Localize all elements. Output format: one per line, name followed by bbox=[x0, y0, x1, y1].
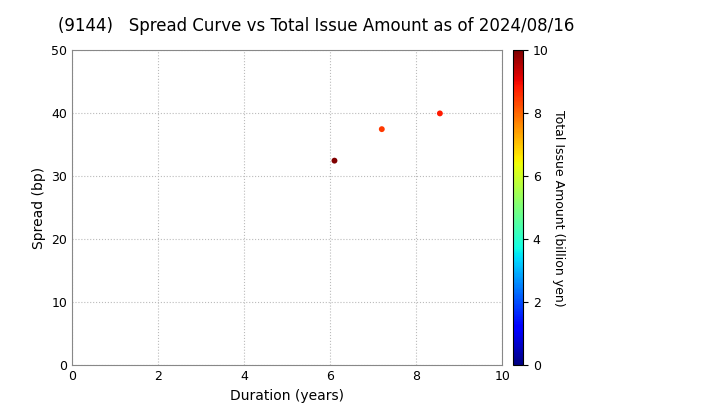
Point bbox=[376, 126, 387, 132]
X-axis label: Duration (years): Duration (years) bbox=[230, 389, 344, 403]
Text: (9144)   Spread Curve vs Total Issue Amount as of 2024/08/16: (9144) Spread Curve vs Total Issue Amoun… bbox=[58, 17, 574, 35]
Point bbox=[329, 157, 341, 164]
Y-axis label: Total Issue Amount (billion yen): Total Issue Amount (billion yen) bbox=[552, 110, 565, 306]
Y-axis label: Spread (bp): Spread (bp) bbox=[32, 167, 45, 249]
Point bbox=[434, 110, 446, 117]
